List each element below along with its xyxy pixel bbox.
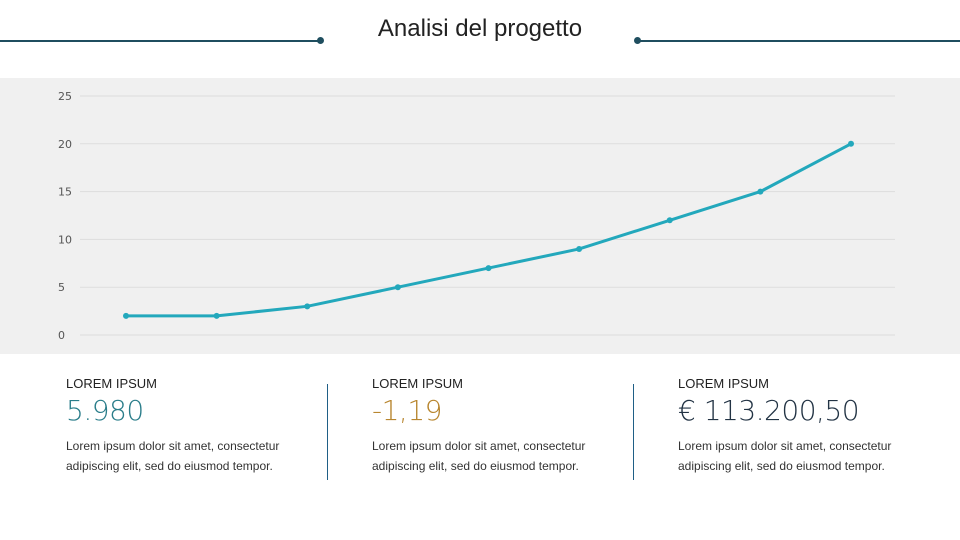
y-tick-label: 20 — [58, 138, 72, 151]
stat-label: LOREM IPSUM — [66, 376, 158, 391]
series-line — [126, 142, 852, 318]
stat-value: 5.980 — [66, 394, 144, 427]
stat-description: Lorem ipsum dolor sit amet, consectetur … — [678, 439, 892, 473]
stat-description: Lorem ipsum dolor sit amet, consectetur … — [372, 439, 586, 473]
data-point — [394, 284, 401, 291]
y-tick-label: 10 — [58, 233, 72, 246]
stat-divider-2 — [633, 384, 634, 480]
data-point — [757, 188, 764, 195]
y-tick-label: 25 — [58, 90, 72, 103]
data-point — [304, 303, 311, 310]
y-tick-label: 0 — [58, 329, 65, 342]
stat-value: € 113.200,50 — [678, 394, 860, 427]
y-tick-label: 15 — [58, 186, 72, 199]
stat-label: LOREM IPSUM — [678, 376, 770, 391]
header-line-left — [0, 40, 320, 42]
data-point — [485, 265, 492, 272]
data-point — [848, 140, 854, 147]
stat-description: Lorem ipsum dolor sit amet, consectetur … — [66, 439, 280, 473]
header-dot-left — [317, 37, 324, 44]
stat-divider-1 — [327, 384, 328, 480]
stats-row: LOREM IPSUM 5.980 Lorem ipsum dolor sit … — [0, 354, 960, 540]
line-chart: 0 5 10 15 20 25 — [58, 90, 895, 342]
page-title: Analisi del progetto — [377, 15, 583, 42]
header-line-right — [638, 40, 960, 42]
data-point — [576, 245, 583, 252]
data-point — [213, 312, 220, 319]
stat-label: LOREM IPSUM — [372, 376, 464, 391]
data-point — [123, 312, 129, 319]
chart-panel: 0 5 10 15 20 25 — [0, 78, 960, 354]
header-dot-right — [634, 37, 641, 44]
stat-value: -1,19 — [372, 394, 442, 427]
data-point — [666, 217, 673, 224]
y-tick-label: 5 — [58, 281, 65, 294]
slide-header: Analisi del progetto — [0, 0, 960, 70]
